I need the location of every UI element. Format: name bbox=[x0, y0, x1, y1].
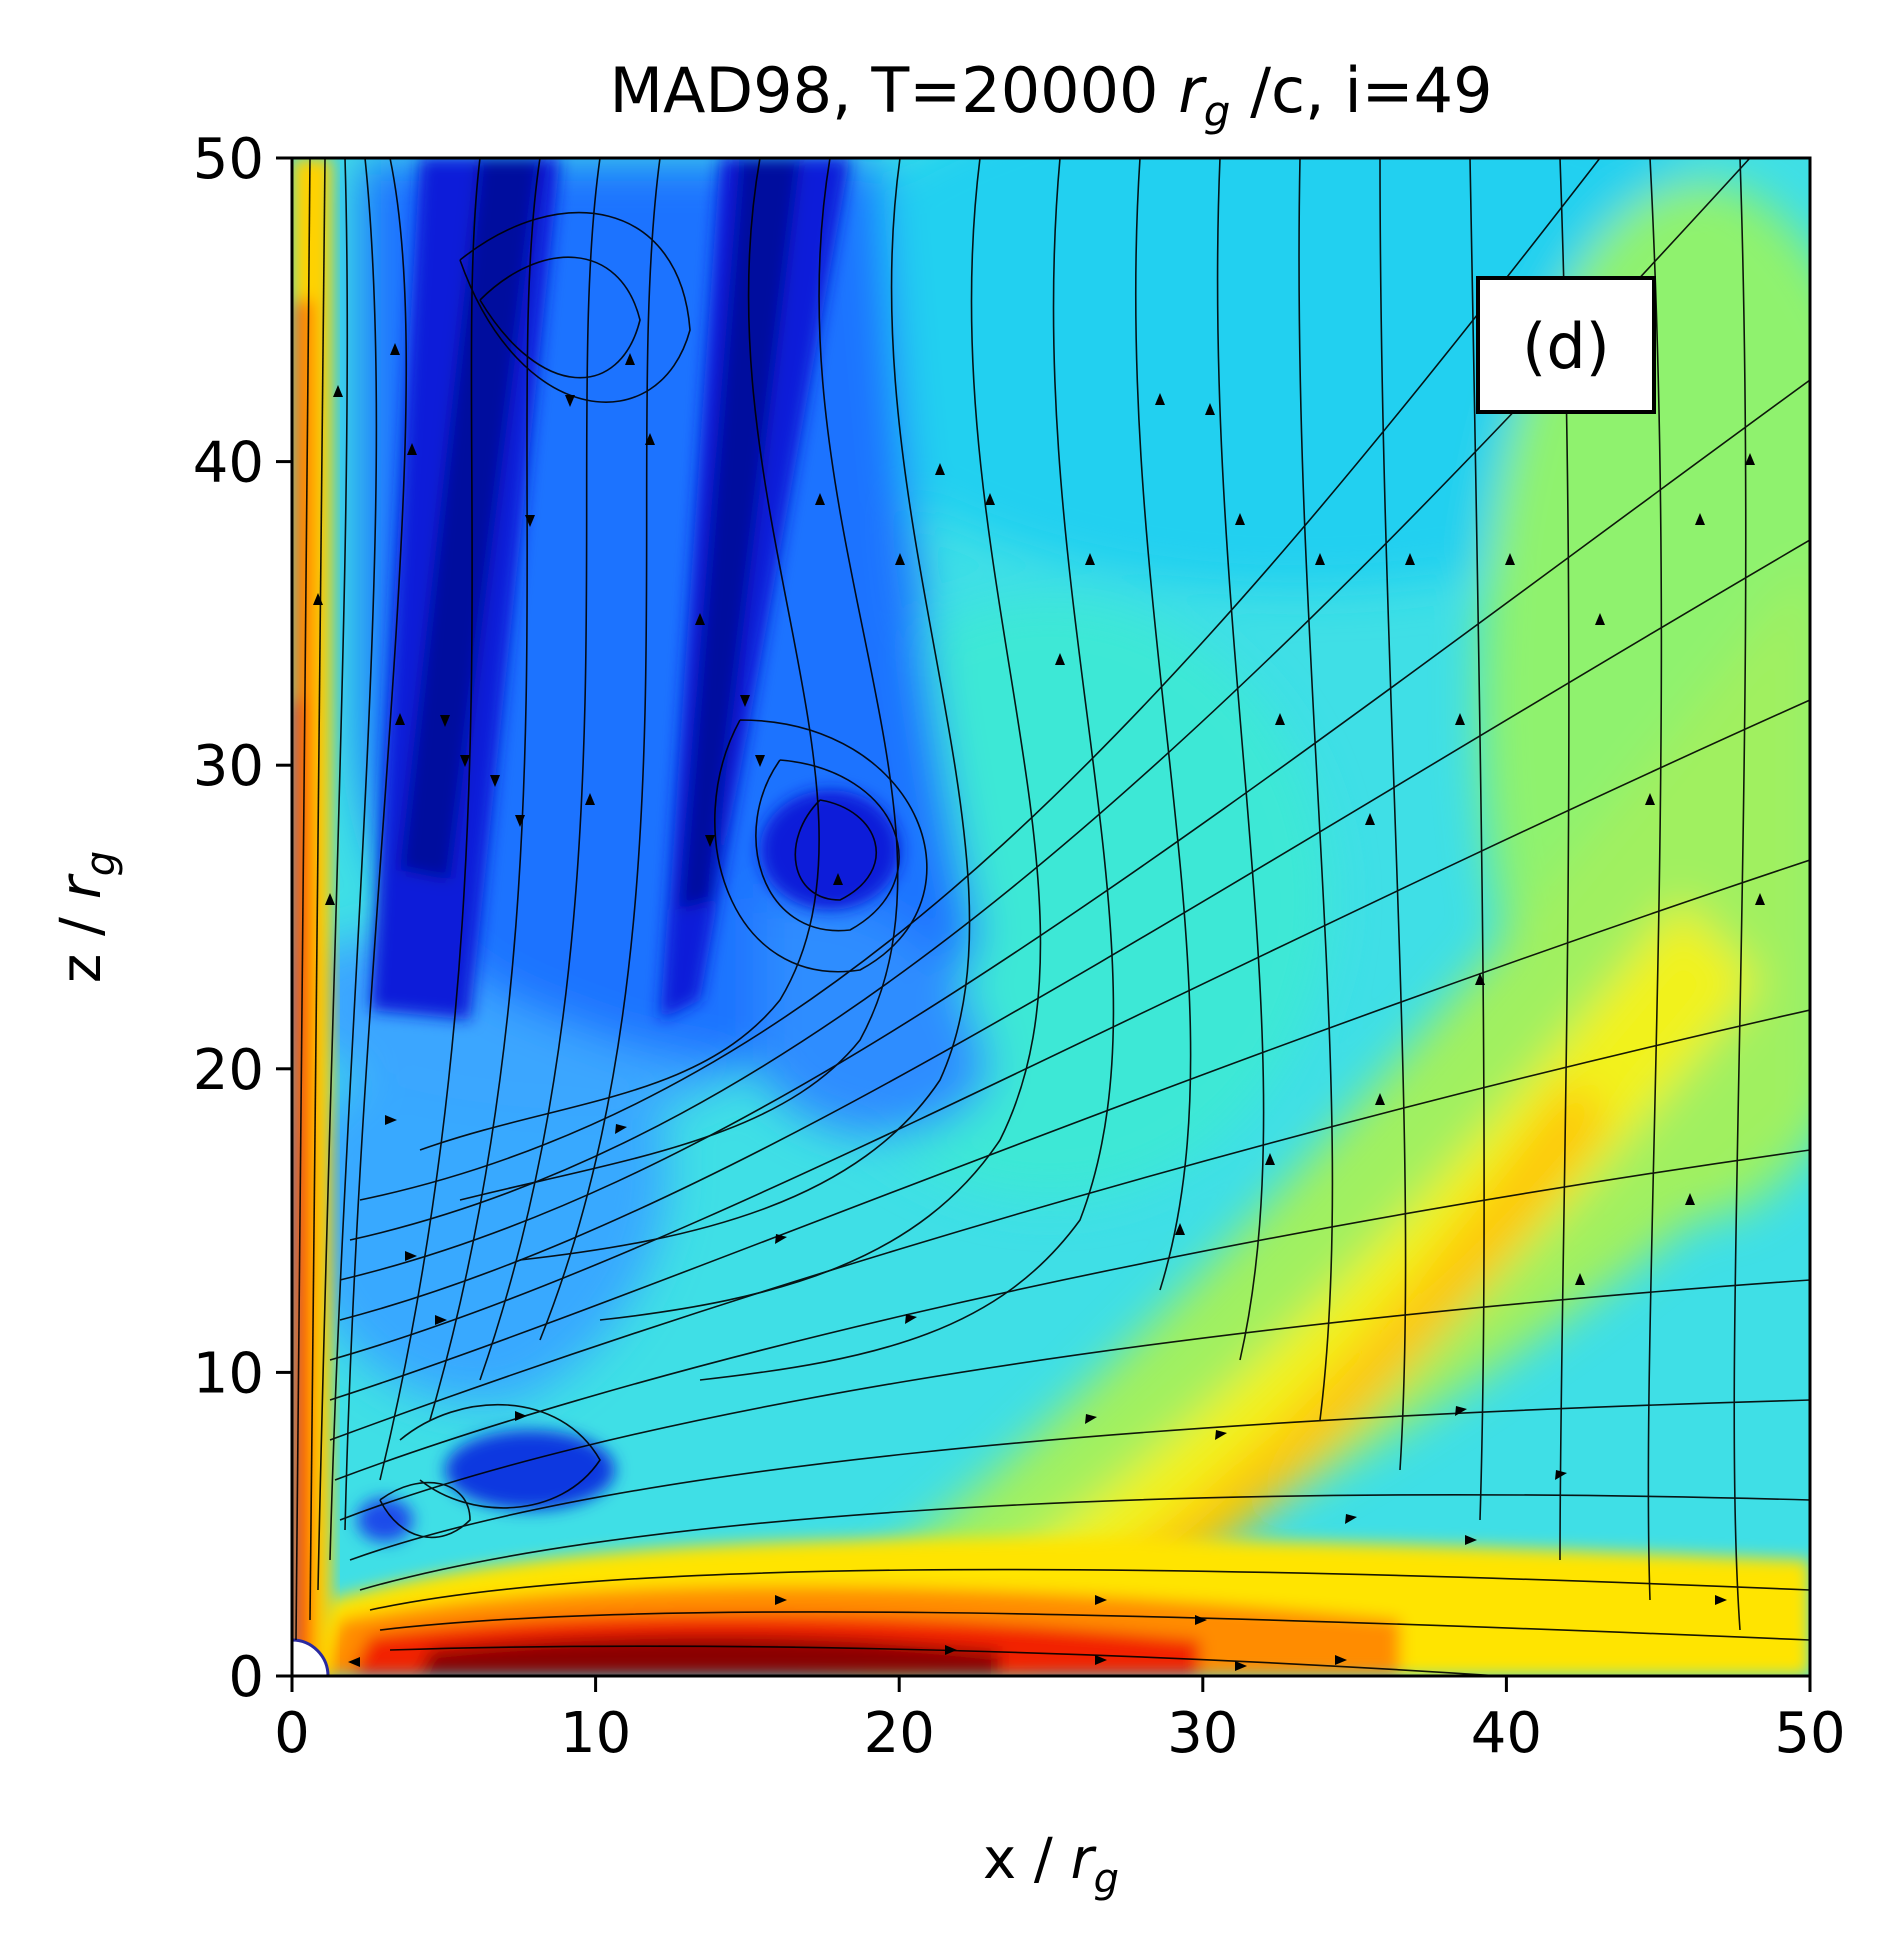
chart-title: MAD98, T=20000 rg /c, i=49 bbox=[609, 54, 1492, 136]
inner-vortex-small bbox=[357, 1498, 413, 1542]
x-tick-label: 0 bbox=[274, 1701, 310, 1766]
panel-label-text: (d) bbox=[1522, 310, 1610, 383]
panel-label-box bbox=[1476, 276, 1656, 414]
streamlines bbox=[295, 158, 1810, 1676]
y-tick-label: 40 bbox=[193, 431, 264, 496]
inner-vortex-dark bbox=[445, 1430, 615, 1510]
y-axis-label: z / rg bbox=[49, 851, 124, 983]
x-axis-label: x / rg bbox=[983, 1827, 1119, 1902]
black-hole-horizon bbox=[292, 1638, 330, 1676]
y-axis: 0 10 20 30 40 50 bbox=[193, 127, 292, 1710]
darker-blue-core-left bbox=[400, 158, 540, 880]
x-axis: 0 10 20 30 40 50 bbox=[274, 1676, 1846, 1766]
y-tick-label: 50 bbox=[193, 127, 264, 192]
diagonal-yellow-band bbox=[900, 900, 1760, 1660]
y-tick-label: 10 bbox=[193, 1341, 264, 1406]
plot-frame bbox=[290, 156, 1812, 1678]
panel-label: (d) bbox=[1476, 276, 1656, 414]
x-tick-label: 50 bbox=[1774, 1701, 1845, 1766]
x-tick-label: 30 bbox=[1167, 1701, 1238, 1766]
darker-blue-core-right bbox=[680, 158, 800, 910]
axis-jet-red bbox=[292, 700, 304, 1676]
y-tick-label: 30 bbox=[193, 734, 264, 799]
y-tick-label: 0 bbox=[228, 1645, 264, 1710]
x-tick-label: 20 bbox=[864, 1701, 935, 1766]
diagonal-orange-core bbox=[1060, 1080, 1610, 1620]
x-tick-label: 40 bbox=[1471, 1701, 1542, 1766]
y-tick-label: 20 bbox=[193, 1038, 264, 1103]
x-tick-label: 10 bbox=[560, 1701, 631, 1766]
dark-vortex-center bbox=[760, 790, 900, 910]
